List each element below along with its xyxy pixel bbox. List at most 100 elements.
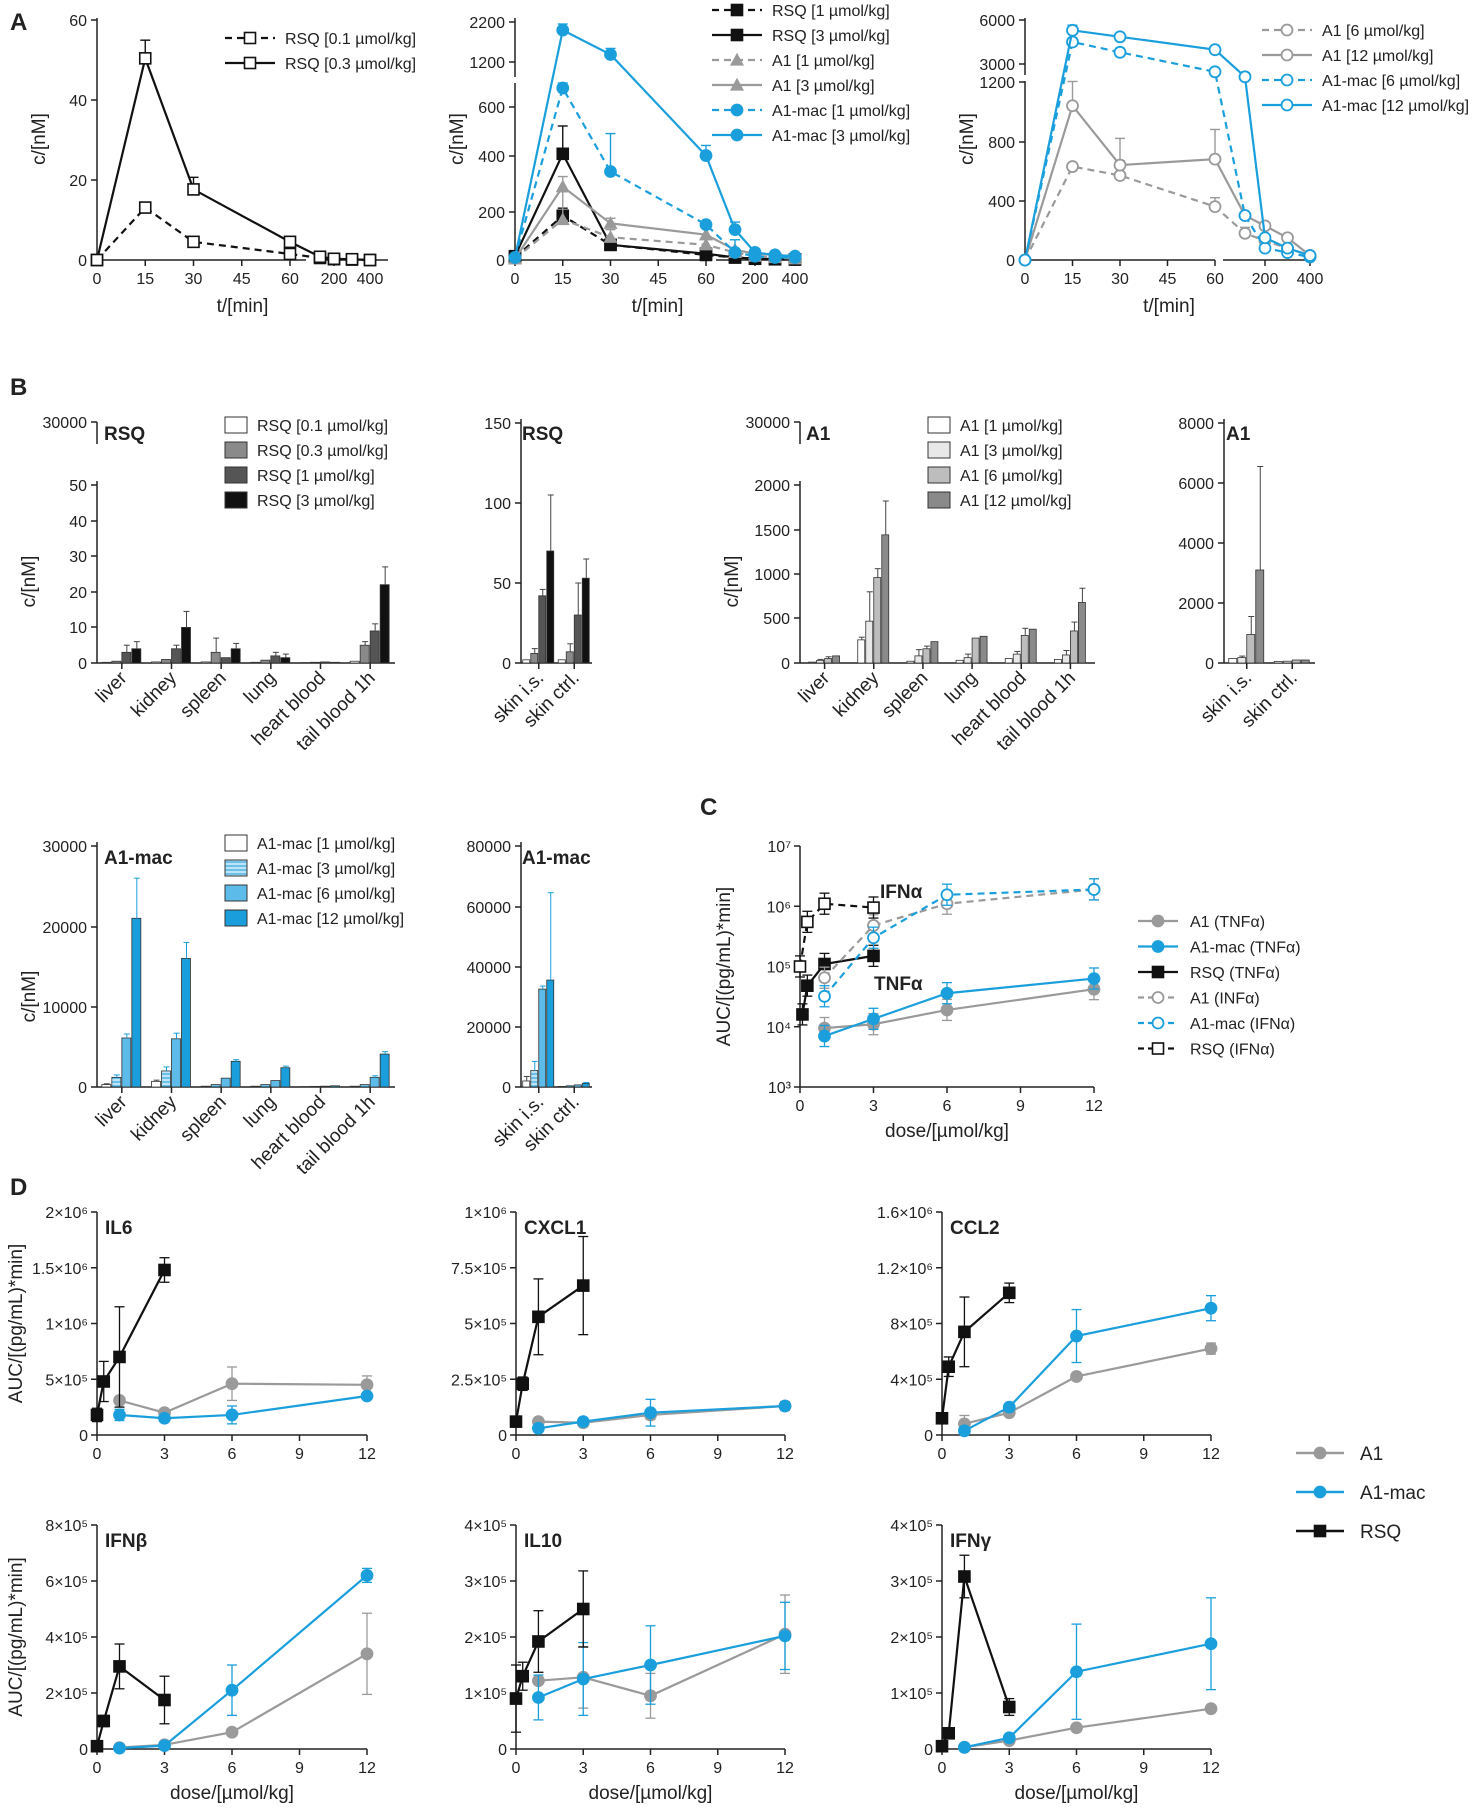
data-point [818, 1029, 831, 1043]
data-point [604, 48, 617, 61]
data-point [698, 237, 714, 251]
legend-label: RSQ [1360, 1522, 1401, 1543]
legend-swatch [224, 491, 248, 509]
data-point [644, 1406, 657, 1420]
x-tick-label: 0 [1021, 271, 1030, 288]
bar [200, 661, 211, 664]
chart-title: IFNγ [950, 1531, 992, 1552]
x-tick-label: 45 [233, 271, 251, 288]
data-point [555, 212, 570, 226]
legend-marker [243, 56, 257, 70]
data-point [158, 1411, 171, 1425]
x-tick-label: 60 [1206, 271, 1224, 288]
bar [1273, 661, 1283, 664]
annotation-ifna: IFNα [880, 882, 923, 903]
chart-title: IFNβ [105, 1531, 147, 1552]
legend-marker [730, 28, 744, 42]
y-tick-label: 5×10⁵ [45, 1372, 88, 1389]
bar [573, 1084, 582, 1088]
series-2 [90, 1257, 171, 1423]
bar [131, 917, 142, 1088]
data-point [644, 1658, 657, 1672]
x-tick-label: 15 [1064, 271, 1082, 288]
data-point [1258, 231, 1272, 245]
x-tick-label: 15 [554, 271, 572, 288]
bar [101, 661, 112, 664]
category-label: kidney [830, 667, 884, 721]
y-tick-label: 100 [484, 496, 511, 513]
data-point [1208, 65, 1222, 79]
category-label: kidney [127, 667, 181, 721]
data-point [97, 1714, 111, 1728]
bar [581, 577, 590, 664]
data-point [509, 1692, 523, 1705]
x-tick-label: 6 [1072, 1760, 1081, 1777]
data-point [360, 1569, 374, 1582]
y-tick-label: 40 [69, 93, 87, 110]
legend-marker [243, 31, 257, 45]
data-point [360, 1389, 374, 1403]
data-point [225, 1683, 239, 1697]
legend-label: A1 [1360, 1444, 1383, 1465]
data-point [1002, 1286, 1016, 1300]
data-point [818, 989, 831, 1003]
x-tick-label: 200 [1252, 271, 1279, 288]
legend-swatch [927, 441, 951, 459]
x-tick-label: 12 [1085, 1098, 1103, 1115]
bar [1078, 602, 1086, 664]
x-tick-label: 15 [136, 271, 154, 288]
bar [379, 1053, 390, 1088]
data-point [603, 216, 618, 229]
series-line [514, 151, 796, 261]
data-point [516, 1669, 530, 1683]
data-point [576, 1415, 590, 1429]
legend-label: RSQ [0.3 µmol/kg] [257, 443, 388, 460]
legend-marker [1313, 1524, 1327, 1538]
y-tick-label: 10000 [43, 1000, 88, 1017]
bar [857, 639, 866, 664]
bar [922, 648, 931, 664]
legend-label: A1-mac [3 µmol/kg] [257, 861, 395, 878]
y-tick-label: 10 [69, 620, 87, 637]
y-tick-label: 30 [69, 549, 87, 566]
y-tick-label: 10⁴ [766, 1020, 791, 1037]
category-label: spleen [176, 1092, 230, 1146]
series-line [1023, 40, 1311, 261]
y-tick-label: 4×10⁵ [464, 1518, 507, 1535]
legend-marker [730, 103, 744, 117]
legend-swatch [224, 441, 248, 459]
y-tick-label: 1500 [754, 523, 790, 540]
y-tick-label: 1×10⁵ [464, 1686, 507, 1703]
data-point [935, 1411, 949, 1425]
x-tick-label: 6 [943, 1098, 952, 1115]
y-tick-label: 0 [498, 1742, 507, 1759]
y-tick-label: 0 [498, 1428, 507, 1445]
data-point [867, 931, 880, 945]
bar [379, 584, 390, 664]
bar [1291, 659, 1301, 664]
bar [865, 620, 874, 664]
bar [210, 1084, 221, 1088]
x-tick-label: 3 [869, 1098, 878, 1115]
y-tick-label: 3×10⁵ [890, 1574, 933, 1591]
chart-title: IL10 [524, 1531, 562, 1552]
data-point [283, 235, 297, 249]
data-point [768, 248, 782, 262]
legend-label: A1-mac (TNFα) [1190, 940, 1301, 957]
series-line [964, 1642, 1212, 1749]
series-4: A1-mac (IFNα) [818, 878, 1295, 1033]
y-tick-label: 1.5×10⁶ [32, 1261, 88, 1278]
legend-marker [1280, 73, 1294, 87]
x-tick-label: 12 [358, 1446, 376, 1463]
bar [824, 658, 832, 664]
y-tick-label: 0 [78, 1080, 87, 1097]
legend-swatch [927, 416, 951, 434]
series-line [941, 1576, 1011, 1747]
data-point [940, 888, 954, 902]
y-tick-label: 30000 [746, 415, 791, 432]
bar [111, 1076, 122, 1088]
series-line [513, 85, 795, 259]
legend-marker [1280, 23, 1294, 37]
bar [171, 648, 181, 664]
category-label: liver [92, 1091, 132, 1131]
